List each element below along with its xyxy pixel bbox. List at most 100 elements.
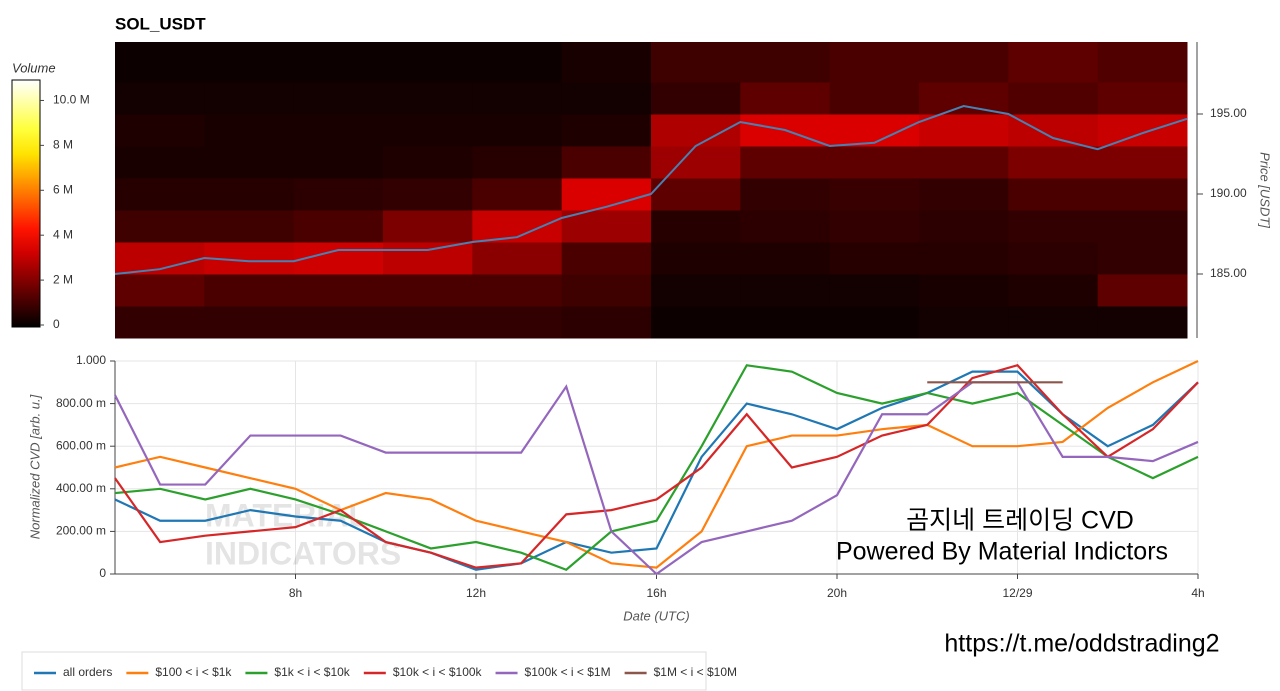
- heatmap-cell: [919, 42, 1009, 83]
- cvd-line: [114, 370, 1199, 571]
- heatmap-cell: [651, 146, 741, 179]
- heatmap-cell: [740, 82, 831, 115]
- heatmap-cell: [383, 210, 473, 243]
- heatmap-cell: [829, 242, 920, 275]
- heatmap-cell: [472, 146, 563, 179]
- heatmap-cell: [204, 82, 295, 115]
- heatmap-cell: [740, 42, 831, 83]
- heatmap-cell: [829, 306, 920, 339]
- heatmap-cell: [383, 274, 473, 307]
- cvd-line: [114, 364, 1199, 569]
- annotation: https://t.me/oddstrading2: [944, 630, 1219, 658]
- chart-title: SOL_USDT: [115, 14, 206, 33]
- heatmap-cell: [204, 306, 295, 339]
- heatmap-cell: [740, 210, 831, 243]
- y-axis-label: Price [USDT]: [1258, 152, 1273, 228]
- x-tick-label: 16h: [646, 586, 666, 600]
- heatmap-cell: [383, 114, 473, 147]
- heatmap-cell: [651, 242, 741, 275]
- heatmap-cell: [919, 210, 1009, 243]
- heatmap-cell: [472, 306, 563, 339]
- y-axis-label: Normalized CVD [arb. u.]: [27, 394, 42, 539]
- heatmap-cell: [1097, 274, 1188, 307]
- heatmap-cell: [383, 242, 473, 275]
- heatmap-cell: [1008, 42, 1099, 83]
- heatmap-cell: [115, 42, 205, 83]
- legend-label: $1M < i < $10M: [654, 665, 737, 679]
- heatmap-cell: [472, 274, 563, 307]
- heatmap-cell: [561, 146, 652, 179]
- heatmap-cell: [204, 42, 295, 83]
- heatmap-cell: [919, 274, 1009, 307]
- heatmap-cell: [919, 82, 1009, 115]
- colorbar: [11, 79, 41, 328]
- legend-label: $100 < i < $1k: [155, 665, 232, 679]
- heatmap-cell: [115, 274, 205, 307]
- colorbar-tick-label: 10.0 M: [53, 93, 90, 107]
- heatmap-cell: [561, 242, 652, 275]
- heatmap-cell: [651, 274, 741, 307]
- heatmap-cell: [829, 274, 920, 307]
- y-tick-label: 800.00 m: [56, 396, 106, 410]
- colorbar-tick-label: 4 M: [53, 227, 73, 241]
- y-tick-label: 0: [99, 566, 106, 580]
- heatmap-cell: [1097, 146, 1188, 179]
- colorbar-label: Volume: [12, 60, 56, 75]
- heatmap-cell: [1097, 178, 1188, 211]
- heatmap-cell: [204, 210, 295, 243]
- heatmap-cell: [1008, 114, 1099, 147]
- legend-label: $10k < i < $100k: [393, 665, 483, 679]
- cvd-line: [114, 364, 1199, 571]
- heatmap-cell: [829, 82, 920, 115]
- heatmap-cell: [472, 178, 563, 211]
- heatmap-cell: [561, 114, 652, 147]
- watermark: INDICATORS: [205, 535, 401, 571]
- x-tick-label: 4h: [1191, 586, 1204, 600]
- heatmap-cell: [293, 146, 384, 179]
- heatmap-cell: [740, 178, 831, 211]
- legend-box: [21, 651, 707, 691]
- heatmap-cell: [383, 42, 473, 83]
- heatmap-cell: [1097, 114, 1188, 147]
- heatmap-cell: [740, 146, 831, 179]
- heatmap-cell: [293, 274, 384, 307]
- heatmap-cell: [829, 178, 920, 211]
- heatmap-cell: [472, 42, 563, 83]
- heatmap-cell: [1008, 146, 1099, 179]
- heatmap-cell: [115, 114, 205, 147]
- annotation: 곰지네 트레이딩 CVD: [906, 507, 1134, 535]
- colorbar-tick-label: 0: [53, 317, 60, 331]
- colorbar-tick-label: 2 M: [53, 272, 73, 286]
- heatmap-cell: [1008, 178, 1099, 211]
- heatmap-cell: [204, 146, 295, 179]
- heatmap-cell: [1008, 306, 1099, 339]
- y-tick-label: 600.00 m: [56, 438, 106, 452]
- heatmap-cell: [1008, 210, 1099, 243]
- heatmap-cell: [115, 210, 205, 243]
- heatmap-cell: [1097, 306, 1188, 339]
- heatmap-cell: [1097, 210, 1188, 243]
- heatmap-cell: [561, 42, 652, 83]
- heatmap-cell: [472, 242, 563, 275]
- heatmap-cell: [293, 42, 384, 83]
- heatmap-cell: [919, 114, 1009, 147]
- heatmap-cell: [293, 210, 384, 243]
- heatmap-cell: [1097, 42, 1188, 83]
- heatmap-cell: [204, 114, 295, 147]
- heatmap-cell: [115, 306, 205, 339]
- y-tick-label: 190.00: [1210, 186, 1247, 200]
- x-tick-label: 12h: [466, 586, 486, 600]
- heatmap-cell: [919, 306, 1009, 339]
- heatmap-cell: [829, 114, 920, 147]
- heatmap-cell: [651, 306, 741, 339]
- heatmap-cell: [115, 146, 205, 179]
- heatmap-cell: [293, 306, 384, 339]
- heatmap-cell: [919, 242, 1009, 275]
- heatmap-cell: [740, 242, 831, 275]
- heatmap-cell: [829, 42, 920, 83]
- heatmap-cell: [651, 210, 741, 243]
- heatmap-cell: [651, 178, 741, 211]
- heatmap-cell: [115, 178, 205, 211]
